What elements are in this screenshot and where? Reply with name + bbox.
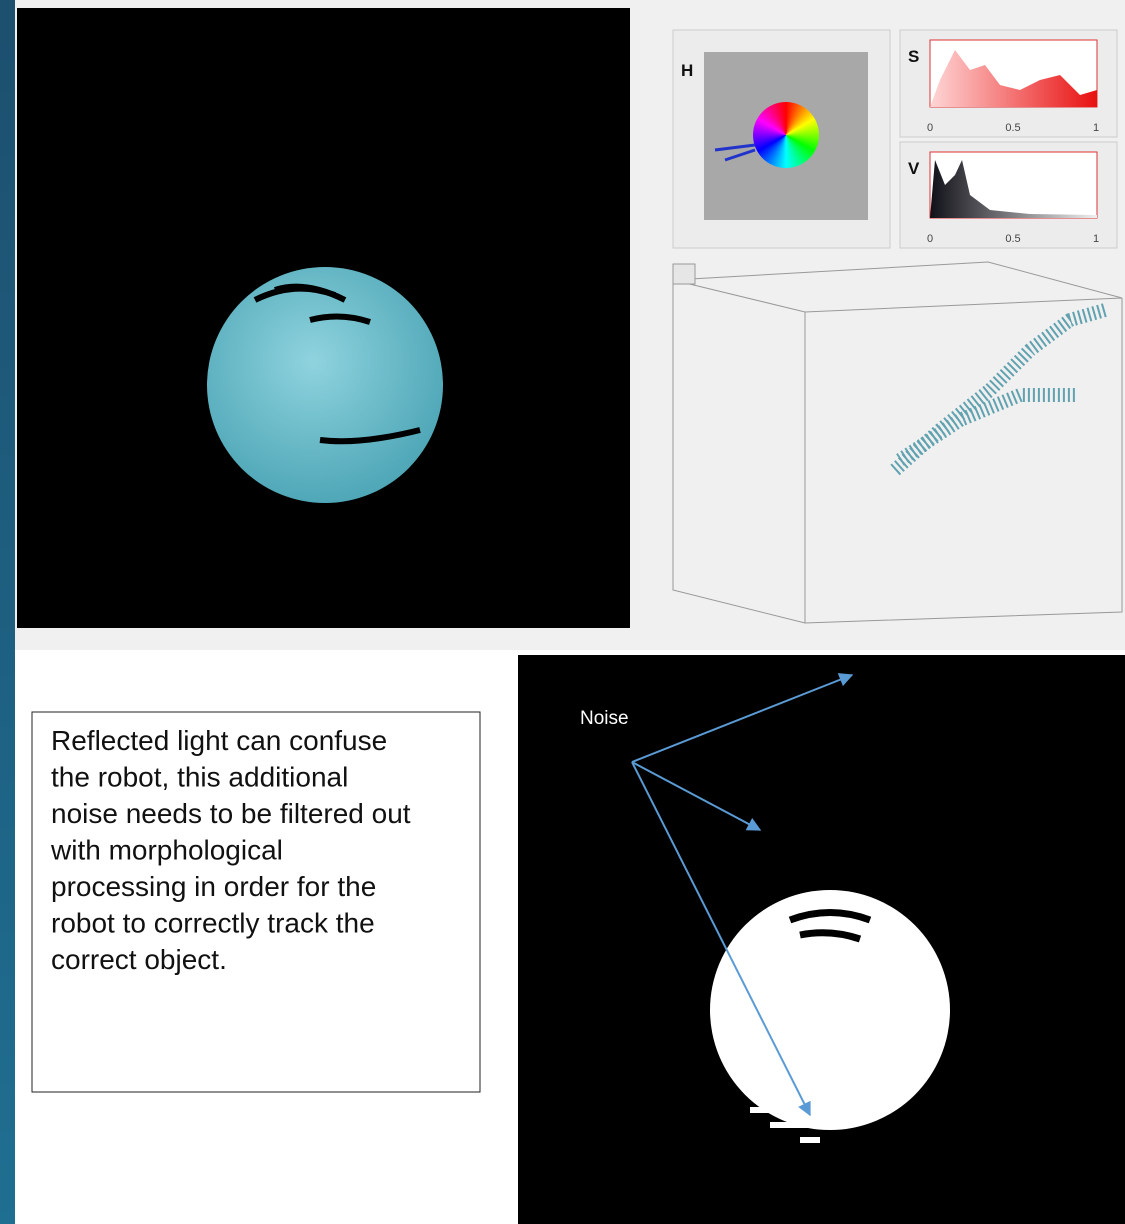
hue-label: H xyxy=(681,61,693,80)
note-line: Reflected light can confuse xyxy=(51,725,387,756)
note-line: with morphological xyxy=(50,835,283,866)
mask-holes xyxy=(788,909,872,943)
sphere xyxy=(207,267,443,503)
note-line: processing in order for the xyxy=(51,871,376,902)
v-tick: 0 xyxy=(927,233,933,245)
note-box xyxy=(31,711,481,1093)
s-tick: 1 xyxy=(1093,122,1099,134)
sphere-dark-spots xyxy=(253,283,421,445)
slide-edge xyxy=(0,0,15,1224)
rotate-button[interactable] xyxy=(672,263,696,285)
s-tick: 0 xyxy=(927,122,933,134)
note-line: robot to correctly track the xyxy=(51,908,375,939)
mask-noise xyxy=(750,1107,830,1143)
v-label: V xyxy=(908,159,920,178)
s-histogram xyxy=(930,50,1097,107)
v-tick: 1 xyxy=(1093,233,1099,245)
color-wheel xyxy=(753,102,819,168)
mask-blob xyxy=(710,890,950,1130)
noise-label: Noise xyxy=(580,708,629,729)
point-cloud xyxy=(890,303,1107,476)
note-line: noise needs to be filtered out xyxy=(51,798,411,829)
s-label: S xyxy=(908,47,919,66)
v-tick: 0.5 xyxy=(1005,233,1020,245)
noise-arrows xyxy=(631,673,854,1117)
note-line: the robot, this additional xyxy=(51,762,348,793)
hue-selection xyxy=(714,143,756,162)
note-line: correct object. xyxy=(51,944,227,975)
point-cloud-box xyxy=(672,261,1123,624)
v-histogram xyxy=(930,160,1097,218)
s-tick: 0.5 xyxy=(1005,122,1020,134)
